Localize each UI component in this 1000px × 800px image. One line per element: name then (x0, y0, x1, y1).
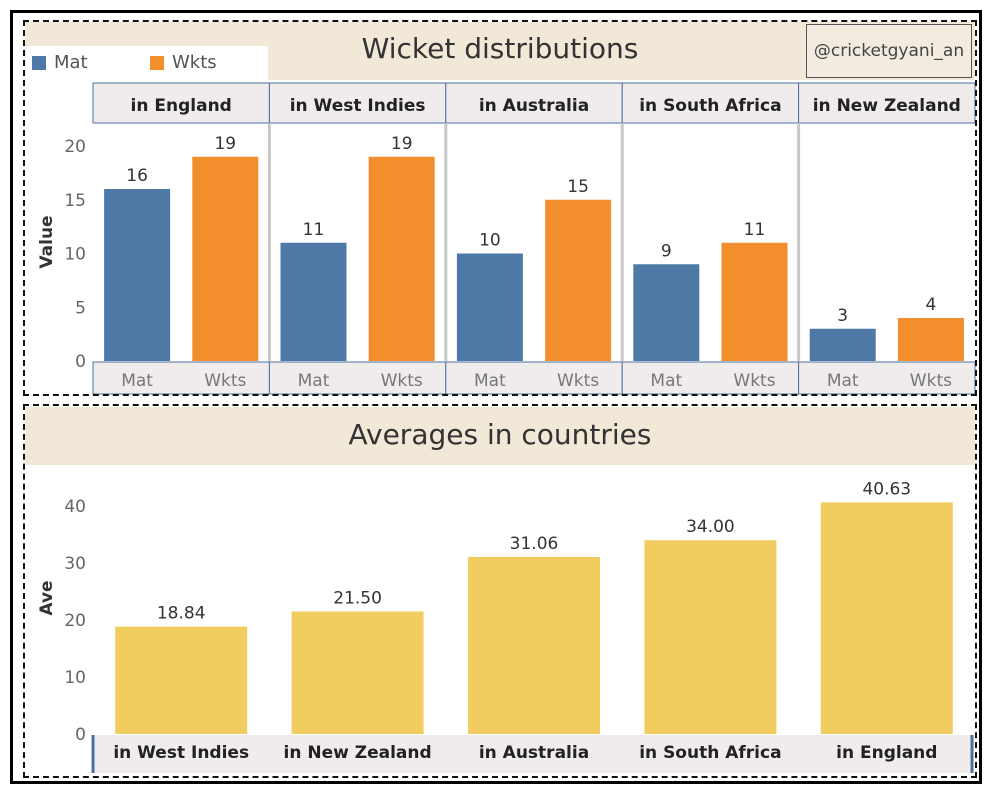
bar-value-label: 11 (303, 220, 325, 240)
top-y-tick-label: 0 (75, 352, 86, 372)
legend-item-mat[interactable]: Mat (32, 52, 88, 73)
average-bar (468, 556, 600, 734)
bottom-header-band (25, 407, 975, 465)
legend-swatch-wkts (150, 55, 164, 70)
panel-x-axis (621, 361, 800, 395)
x-tick-label: Wkts (910, 371, 952, 391)
legend-swatch-mat (32, 55, 46, 70)
bar-mat (280, 242, 347, 361)
average-x-tick-label: in West Indies (113, 743, 249, 763)
bar-value-label: 4 (925, 295, 936, 315)
x-tick-label: Mat (121, 371, 153, 391)
average-x-tick-label: in South Africa (639, 743, 781, 763)
panel-header-label: in West Indies (290, 96, 426, 116)
bottom-y-tick-label: 40 (64, 497, 86, 517)
legend-label-wkts: Wkts (172, 52, 217, 73)
legend: Mat Wkts (26, 46, 268, 80)
average-bar (820, 502, 953, 734)
average-x-tick-label: in England (836, 743, 937, 763)
bottom-y-tick-label: 0 (75, 725, 86, 745)
panel-header-label: in New Zealand (813, 96, 961, 116)
bar-value-label: 9 (661, 241, 672, 261)
panel-header (268, 82, 447, 124)
bar-value-label: 10 (479, 231, 501, 251)
bottom-chart-title: Averages in countries (348, 418, 652, 451)
average-x-tick-label: in New Zealand (284, 743, 432, 763)
bar-value-label: 15 (567, 177, 589, 197)
average-value-label: 21.50 (333, 588, 382, 608)
top-y-tick-label: 5 (75, 298, 86, 318)
bar-wkts (897, 318, 964, 361)
top-y-axis-title: Value (37, 215, 57, 268)
bar-wkts (721, 242, 788, 361)
bottom-y-tick-label: 20 (64, 611, 86, 631)
top-y-tick-label: 15 (64, 191, 86, 211)
average-value-label: 18.84 (157, 604, 206, 624)
bar-value-label: 3 (837, 306, 848, 326)
x-tick-label: Mat (298, 371, 330, 391)
x-tick-label: Mat (827, 371, 859, 391)
top-y-tick-label: 10 (64, 245, 86, 265)
top-y-tick-label: 20 (64, 137, 86, 157)
x-tick-label: Mat (474, 371, 506, 391)
bottom-y-tick-label: 30 (64, 554, 86, 574)
panel-x-axis (445, 361, 623, 395)
bar-value-label: 19 (214, 134, 236, 154)
bar-value-label: 11 (744, 220, 766, 240)
bar-wkts (192, 156, 259, 361)
bar-mat (633, 264, 700, 361)
average-value-label: 34.00 (686, 517, 735, 537)
watermark-handle: @cricketgyani_an (806, 24, 972, 78)
average-x-tick-label: in Australia (479, 743, 589, 763)
bar-value-label: 19 (391, 134, 413, 154)
bar-mat (456, 253, 523, 361)
x-tick-label: Mat (650, 371, 682, 391)
bar-mat (104, 189, 171, 361)
legend-item-wkts[interactable]: Wkts (150, 52, 217, 73)
average-bar (115, 626, 248, 734)
panel-x-axis (268, 361, 447, 395)
x-tick-label: Wkts (204, 371, 246, 391)
panel-x-axis (798, 361, 976, 395)
panel-x-axis (92, 361, 270, 395)
bar-mat (809, 328, 876, 361)
panel-header-label: in South Africa (639, 96, 781, 116)
average-bar (644, 540, 777, 734)
bar-wkts (545, 199, 612, 361)
panel-header (445, 82, 623, 124)
x-tick-label: Wkts (557, 371, 599, 391)
average-value-label: 31.06 (510, 534, 559, 554)
bottom-y-axis-title: Ave (37, 580, 57, 615)
x-tick-label: Wkts (733, 371, 775, 391)
panel-header (798, 82, 976, 124)
average-value-label: 40.63 (862, 479, 911, 499)
x-tick-label: Wkts (381, 371, 423, 391)
panel-header (92, 82, 270, 124)
top-chart-title: Wicket distributions (361, 32, 639, 65)
average-bar (291, 611, 424, 734)
bar-value-label: 16 (126, 166, 148, 186)
legend-label-mat: Mat (54, 52, 88, 73)
panel-header-label: in Australia (479, 96, 589, 116)
panel-header (621, 82, 800, 124)
bottom-y-tick-label: 10 (64, 668, 86, 688)
bottom-x-axis-band (93, 735, 973, 773)
bar-wkts (368, 156, 435, 361)
panel-header-label: in England (131, 96, 232, 116)
